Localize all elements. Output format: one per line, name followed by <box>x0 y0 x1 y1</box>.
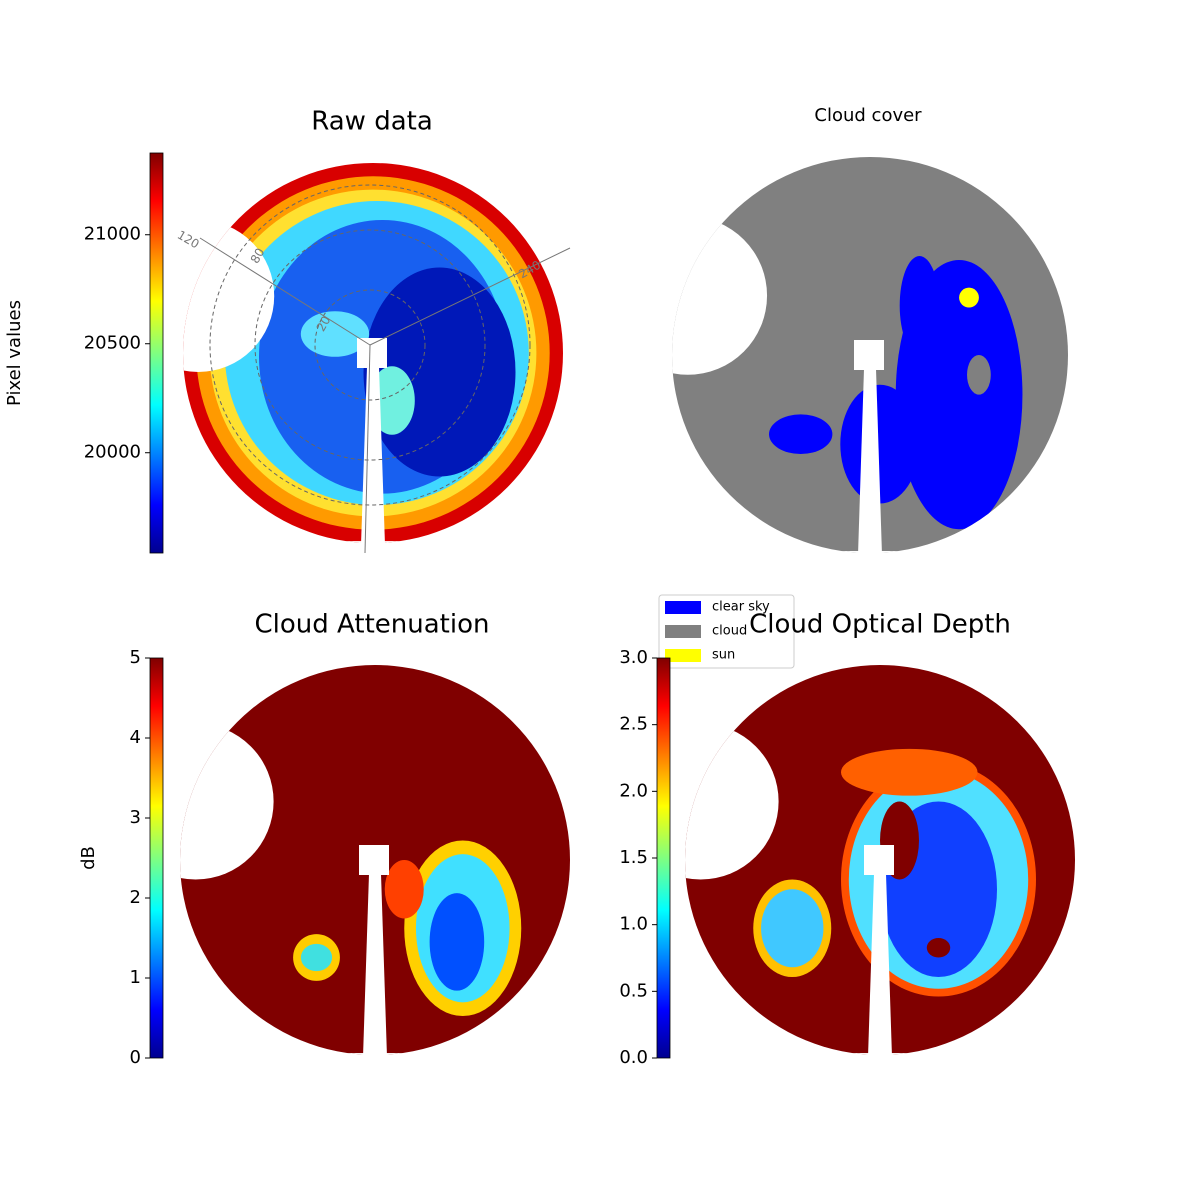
colorbar <box>149 657 164 1059</box>
image-region <box>967 355 991 395</box>
image-region <box>840 384 920 504</box>
legend-swatch <box>665 649 701 662</box>
image-region <box>959 287 979 308</box>
polar-line <box>199 237 371 346</box>
colorbar-tick-label: 5 <box>130 647 141 668</box>
colorbar-tick-label: 2.0 <box>619 780 648 801</box>
colorbar-tick-label: 0 <box>130 1047 141 1068</box>
legend-swatch <box>665 601 701 614</box>
polar-line <box>369 247 571 346</box>
image-region <box>300 943 333 972</box>
sky-image <box>180 665 570 1055</box>
mask-post <box>858 369 882 555</box>
colorbar-tick-label: 21000 <box>84 224 141 245</box>
legend: clear sky cloud sun <box>658 594 795 669</box>
mask-post-top <box>854 340 884 370</box>
image-region <box>899 256 940 355</box>
image-region <box>384 860 424 919</box>
mask-post-top <box>864 845 894 875</box>
sky-image <box>685 665 1075 1055</box>
mask-post-top <box>359 845 389 875</box>
mask-post-top <box>357 338 387 368</box>
colorbar-tick-label: 0.0 <box>619 1047 648 1068</box>
colorbar-tick-label: 2.5 <box>619 714 648 735</box>
sky-image <box>183 163 563 543</box>
image-region <box>429 893 485 991</box>
panel: Cloud Optical Depth 0.0 0.5 1.0 1.5 2.0 2.5 3.0 <box>619 610 1075 1068</box>
polar-grid <box>254 229 486 461</box>
legend-swatch <box>665 625 701 638</box>
colorbar-tick-label: 20500 <box>84 333 141 354</box>
panel: Cloud Attenuation 0 1 2 3 4 5 dB <box>78 610 570 1068</box>
colorbar-tick-label: 1.0 <box>619 914 648 935</box>
colorbar-tick-label: 0.5 <box>619 980 648 1001</box>
image-region <box>841 748 978 796</box>
mask-bite <box>183 220 275 372</box>
image-region <box>300 311 370 357</box>
colorbar-tick-label: 1 <box>130 967 141 988</box>
colorbar <box>149 152 164 554</box>
colorbar-label: dB <box>78 846 99 870</box>
panel: Cloud cover <box>672 105 1068 555</box>
mask-bottom <box>180 1053 570 1055</box>
panel-title: Cloud Attenuation <box>255 610 490 640</box>
polar-label: 20 <box>314 314 334 334</box>
polar-line <box>364 344 371 554</box>
mask-bite <box>180 723 274 880</box>
polar-grid <box>314 289 426 401</box>
panel-title: Cloud Optical Depth <box>749 610 1011 640</box>
colorbar-tick-label: 2 <box>130 887 141 908</box>
colorbar-tick-label: 3.0 <box>619 647 648 668</box>
legend-label: cloud <box>712 624 747 639</box>
mask-bottom <box>685 1053 1075 1055</box>
mask-post <box>361 367 385 545</box>
legend-label: clear sky <box>712 600 770 615</box>
colorbar-tick-label: 3 <box>130 807 141 828</box>
image-region <box>769 414 833 455</box>
legend-label: sun <box>712 648 735 663</box>
polar-label: 120 <box>175 228 202 252</box>
colorbar <box>656 657 671 1059</box>
image-region <box>761 889 824 968</box>
panel-title: Cloud cover <box>814 105 922 126</box>
mask-bite <box>685 723 779 880</box>
colorbar-tick-label: 1.5 <box>619 847 648 868</box>
colorbar-tick-label: 20000 <box>84 442 141 463</box>
mask-bite <box>672 216 768 375</box>
polar-label: 80 <box>248 246 268 266</box>
mask-post <box>868 874 892 1057</box>
mask-post <box>363 874 387 1057</box>
colorbar-label: Pixel values <box>4 300 25 406</box>
image-region <box>926 938 951 958</box>
panel-title: Raw data <box>311 107 433 137</box>
polar-grid <box>209 184 531 506</box>
colorbar-tick-label: 4 <box>130 727 141 748</box>
